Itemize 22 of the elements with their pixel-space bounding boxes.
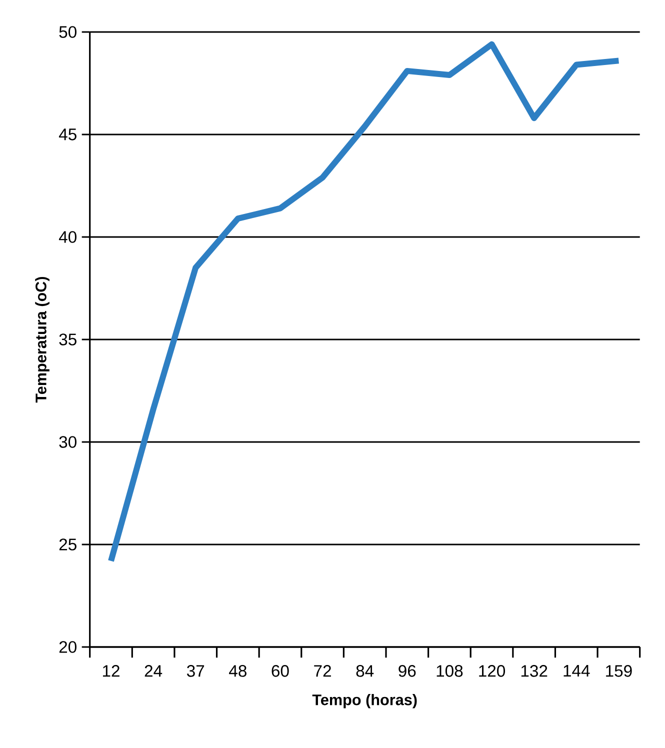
x-tick-label: 12 xyxy=(103,665,120,677)
x-tick-label: 159 xyxy=(606,665,632,677)
x-tick-label: 120 xyxy=(479,665,506,677)
y-tick-label: 20 xyxy=(59,641,76,653)
x-tick-label: 84 xyxy=(356,665,374,677)
x-tick-label: 24 xyxy=(144,665,162,677)
x-tick-label: 132 xyxy=(521,665,548,677)
x-axis-title: Tempo (horas) xyxy=(312,694,417,708)
y-tick-label: 30 xyxy=(59,436,76,448)
x-tick-label: 144 xyxy=(564,665,590,677)
x-tick-label: 60 xyxy=(272,665,289,677)
x-tick-label: 96 xyxy=(398,665,416,677)
x-tick-label: 108 xyxy=(436,665,463,677)
y-tick-label: 45 xyxy=(58,128,76,140)
x-tick-label: 72 xyxy=(314,665,331,677)
y-axis-title: Temperatura (oC) xyxy=(35,276,50,403)
x-tick-label: 48 xyxy=(229,665,246,677)
x-tick-label: 37 xyxy=(186,665,204,677)
y-tick-label: 35 xyxy=(59,334,76,346)
y-tick-label: 40 xyxy=(58,231,76,243)
y-tick-label: 25 xyxy=(59,538,76,550)
y-tick-label: 50 xyxy=(59,26,76,38)
